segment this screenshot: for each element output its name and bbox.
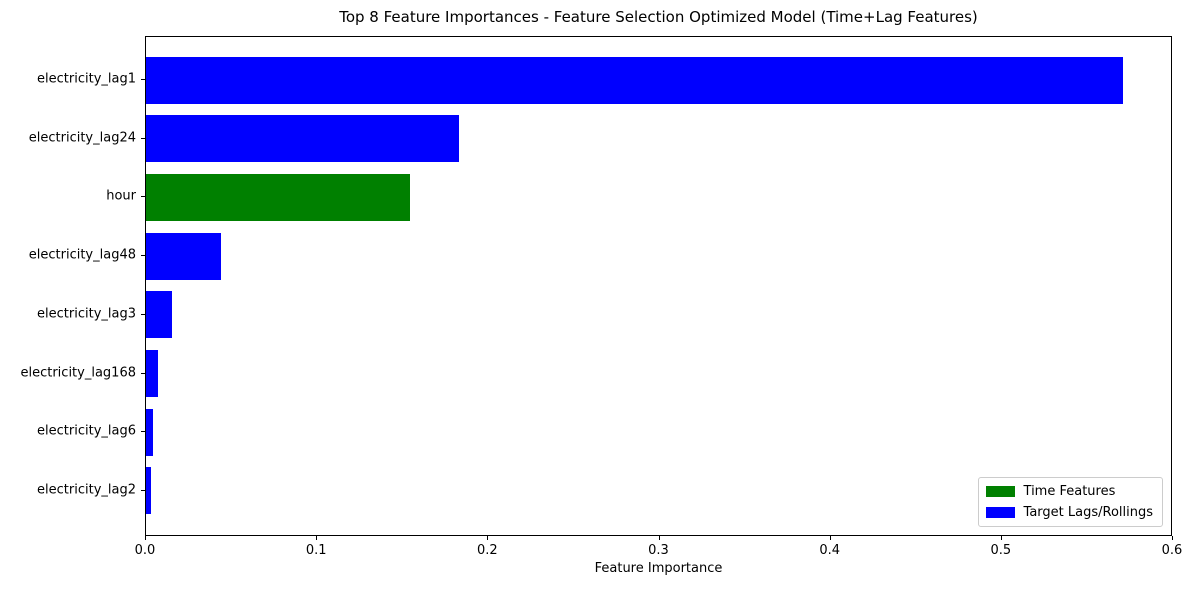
bar-electricity_lag168 [146, 350, 158, 397]
bar-hour [146, 173, 410, 221]
y-tick-mark [141, 196, 145, 198]
bar-electricity_lag3 [146, 291, 172, 339]
bar-electricity_lag2 [146, 467, 151, 515]
x-tick-label-0.2: 0.2 [476, 543, 498, 558]
y-tick-label-electricity_lag24: electricity_lag24 [28, 130, 136, 146]
legend-swatch [985, 507, 1015, 518]
y-tick-mark [141, 79, 145, 80]
y-tick-mark [141, 489, 145, 491]
y-tick-label-electricity_lag168: electricity_lag168 [20, 365, 136, 380]
bar-electricity_lag48 [146, 232, 221, 280]
x-tick-label-0.5: 0.5 [990, 543, 1012, 558]
legend-row: Target Lags/Rollings [985, 505, 1153, 520]
x-tick-mark [487, 536, 489, 540]
x-tick-mark [145, 536, 146, 540]
y-tick-label-electricity_lag2: electricity_lag2 [37, 482, 136, 498]
x-tick-mark [1000, 536, 1002, 540]
legend: Time Features Target Lags/Rollings [977, 477, 1163, 527]
bar-electricity_lag24 [146, 115, 459, 163]
legend-row: Time Features [985, 484, 1153, 499]
y-tick-label-electricity_lag48: electricity_lag48 [28, 247, 136, 263]
y-tick-mark [141, 313, 145, 315]
x-tick-label-0.6: 0.6 [1161, 543, 1183, 558]
y-tick-label-hour: hour [106, 188, 136, 204]
bar-electricity_lag6 [146, 408, 153, 456]
x-tick-label-0.1: 0.1 [305, 543, 327, 558]
y-tick-label-electricity_lag6: electricity_lag6 [37, 423, 136, 439]
x-tick-mark [316, 536, 318, 540]
y-tick-mark [141, 431, 145, 433]
legend-label: Target Lags/Rollings [1023, 505, 1153, 520]
plot-area: Time Features Target Lags/Rollings [145, 36, 1172, 536]
x-tick-mark [829, 536, 831, 540]
y-tick-mark [141, 372, 145, 374]
x-axis-label: Feature Importance [594, 561, 723, 576]
x-tick-label-0.3: 0.3 [648, 543, 669, 558]
x-tick-mark [1172, 536, 1173, 540]
x-tick-label-0.0: 0.0 [134, 543, 156, 558]
chart-title: Top 8 Feature Importances - Feature Sele… [339, 8, 978, 26]
x-tick-label-0.4: 0.4 [819, 543, 840, 558]
legend-label: Time Features [1023, 484, 1116, 499]
bar-electricity_lag1 [146, 56, 1123, 104]
y-tick-label-electricity_lag1: electricity_lag1 [37, 71, 136, 87]
y-tick-mark [141, 255, 145, 257]
legend-swatch [985, 486, 1015, 497]
y-tick-label-electricity_lag3: electricity_lag3 [37, 306, 136, 322]
x-tick-mark [658, 536, 660, 540]
y-tick-mark [141, 137, 145, 139]
